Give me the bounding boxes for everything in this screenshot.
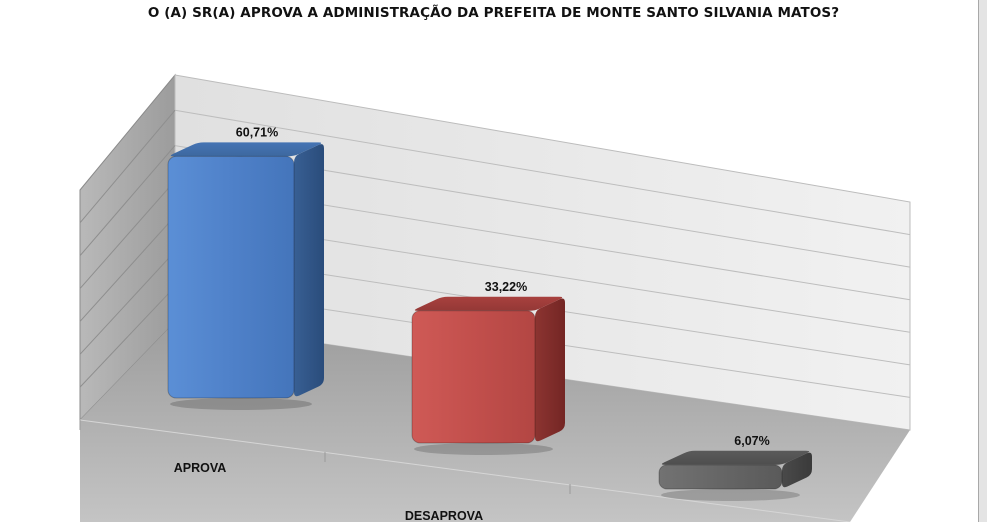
bar-front-face [167,155,295,399]
bars [167,142,812,501]
bar-shadow [170,398,312,410]
bar-top-face [414,296,563,311]
bar-top-face [661,450,810,465]
gridline-side [79,180,176,289]
bar-side-face [535,298,565,442]
gridline-side [79,251,176,355]
gridline-side [79,286,176,388]
bar-side-face [294,144,324,397]
labels: 60,71% 33,22% 6,07% APROVA DESAPROVA [174,125,770,522]
data-label: 60,71% [236,125,278,139]
data-label: 33,22% [485,280,527,294]
bar-2 [411,296,565,455]
chart-title: O (A) SR(A) APROVA A ADMINISTRAÇÃO DA PR… [147,5,840,21]
bar-1 [167,142,324,410]
category-label: DESAPROVA [405,509,483,522]
window-edge [978,0,987,522]
bar-top-face [170,142,322,157]
bar-shadow [414,443,553,455]
gridline-side [79,215,176,322]
bar-side-face [782,452,812,488]
gridline-side [79,145,176,257]
bar-front-face [658,464,783,490]
bar-front-face [411,310,536,444]
category-label: APROVA [174,461,227,475]
data-label: 6,07% [734,434,769,448]
bar-shadow [661,489,800,501]
category-axis [79,420,571,494]
floor-front-edge [79,419,851,522]
gridline-side [79,109,176,224]
gridline [174,109,911,236]
bar-3 [658,450,812,501]
